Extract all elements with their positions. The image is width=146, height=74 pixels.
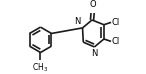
Text: N: N	[91, 49, 98, 57]
Text: Cl: Cl	[112, 18, 120, 27]
Text: Cl: Cl	[112, 37, 120, 46]
Text: O: O	[89, 0, 96, 9]
Text: N: N	[75, 17, 81, 26]
Text: CH$_3$: CH$_3$	[32, 61, 49, 74]
